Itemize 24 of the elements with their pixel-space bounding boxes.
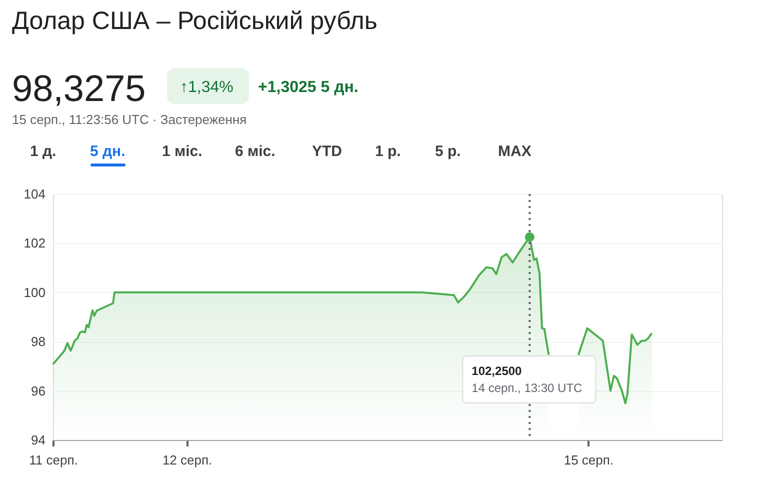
text: 1 д. (30, 143, 56, 160)
text: ↑1,34% (180, 79, 234, 96)
x-tick-label: 12 серп. (162, 452, 212, 468)
text: 5 дн. (90, 143, 126, 160)
text: +1,3025 5 дн. (258, 79, 358, 96)
text: 5 р. (435, 143, 461, 160)
y-tick-label: 100 (24, 284, 46, 300)
annotation: 14 серп., 13:30 UTC (472, 381, 583, 396)
chart-subtitle: 98,3275 (12, 68, 146, 109)
y-tick-label: 96 (31, 383, 46, 398)
y-tick-label: 98 (31, 334, 46, 350)
text: MAX (498, 143, 532, 160)
y-tick-label: 104 (24, 186, 46, 202)
text: 1 міс. (162, 143, 202, 160)
x-tick-label: 11 серп. (29, 452, 78, 468)
x-tick-label: 15 серп. (564, 452, 614, 468)
chart-title: Долар США – Російський рубль (12, 7, 378, 35)
y-tick-label: 102 (24, 236, 46, 251)
text: 1 р. (375, 143, 401, 160)
annotation: 102,2500 (472, 364, 522, 378)
y-tick-label: 94 (31, 432, 46, 448)
text: 6 міс. (235, 143, 276, 160)
text: YTD (312, 143, 342, 160)
text: 15 серп., 11:23:56 UTC · Застереження (12, 112, 247, 127)
